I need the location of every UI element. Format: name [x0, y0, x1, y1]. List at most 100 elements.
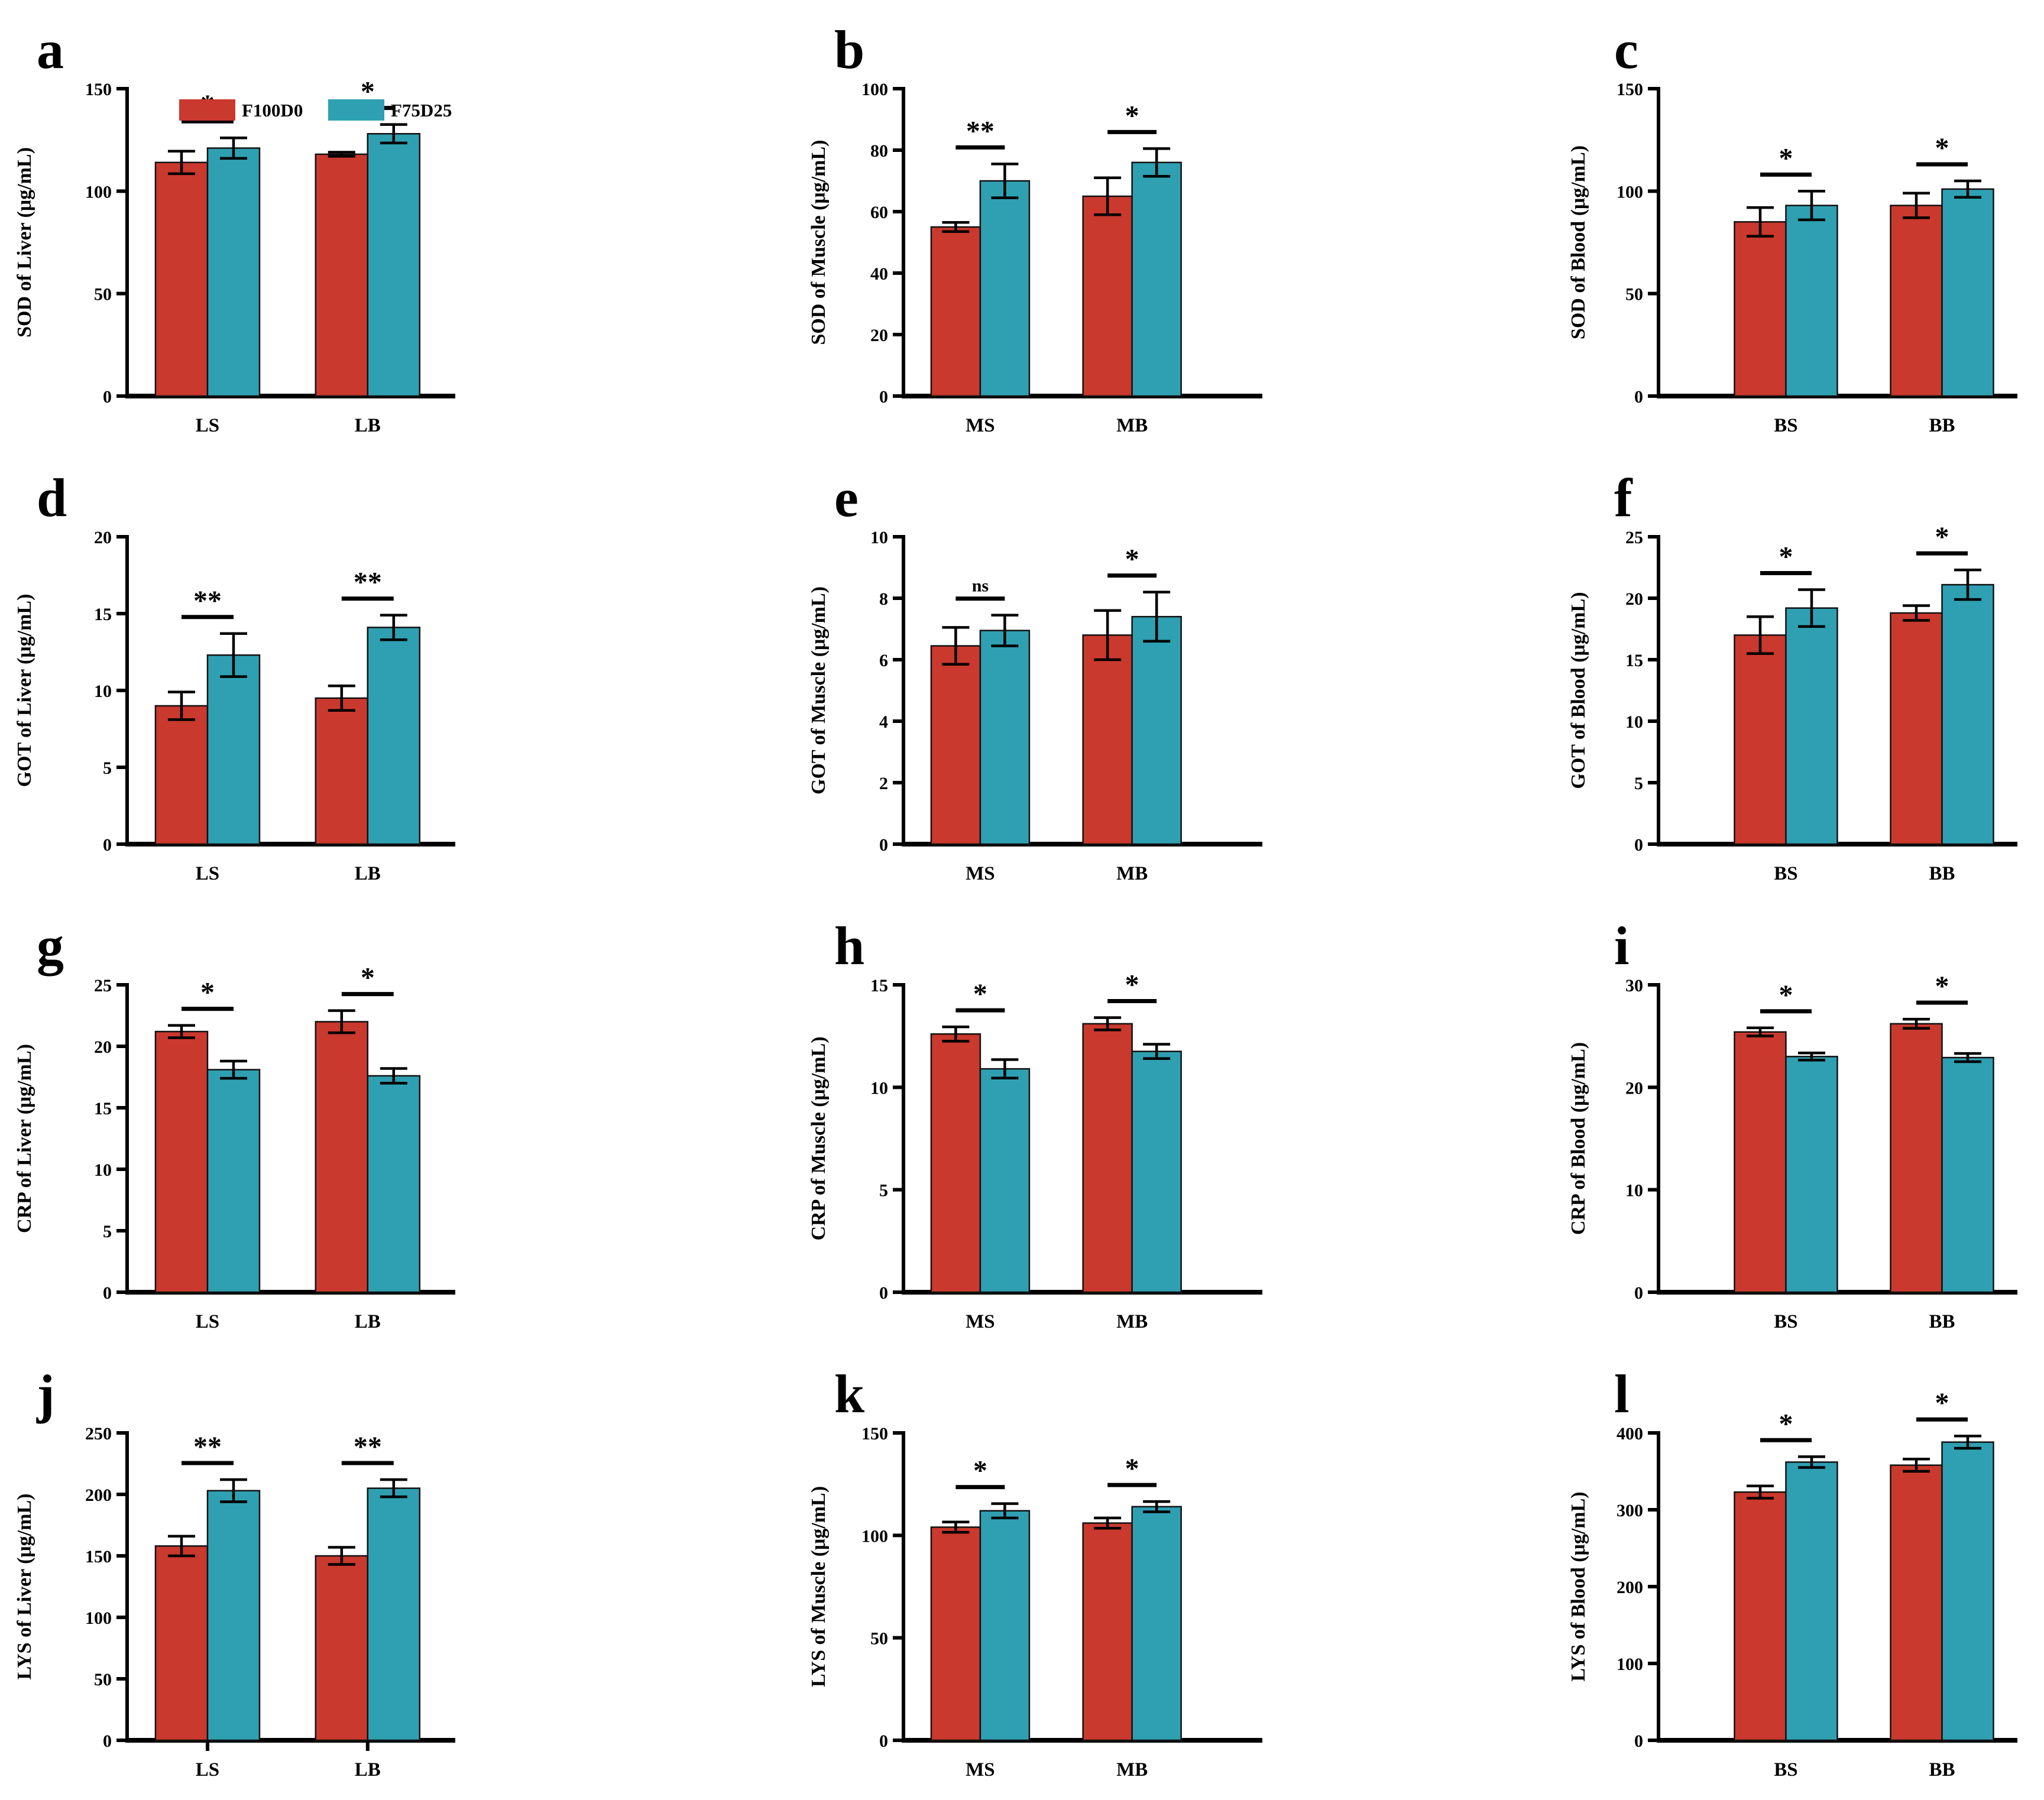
significance-marker-BS: * — [1760, 1408, 1812, 1442]
significance-marker-MB: * — [1107, 1453, 1157, 1487]
y-tick-label: 50 — [94, 1670, 112, 1689]
bar-F100D0-BS — [1734, 634, 1787, 845]
bar-F75D25-MS — [979, 1068, 1031, 1293]
category-label: MB — [1116, 415, 1148, 436]
y-tick-label: 6 — [879, 651, 888, 670]
error-bar-F75D25-LS — [219, 136, 247, 160]
y-axis: 0 20 40 60 80 100 — [861, 80, 905, 407]
significance-marker-MB: * — [1107, 544, 1157, 578]
error-bar-F100D0-BS — [1746, 206, 1774, 238]
y-tick-label: 20 — [870, 326, 888, 345]
error-bar-F75D25-BS — [1797, 1455, 1825, 1469]
error-bar-F75D25-MB — [1143, 1043, 1171, 1060]
significance-label: ** — [354, 567, 382, 598]
y-tick-label: 150 — [1617, 80, 1643, 99]
y-tick-label: 20 — [1625, 1078, 1643, 1098]
category-label: MB — [1116, 1311, 1148, 1332]
y-tick-label: 15 — [870, 976, 888, 995]
y-axis-label: LYS of Muscle (μg/mL) — [808, 1486, 830, 1687]
bar-F75D25-MB — [1131, 615, 1182, 845]
error-bar-F100D0-BB — [1903, 604, 1930, 622]
y-tick-label: 5 — [1634, 774, 1643, 793]
y-tick-label: 0 — [103, 1283, 112, 1303]
y-tick-label: 0 — [103, 1731, 112, 1751]
bar-F75D25-LS — [206, 654, 261, 845]
y-tick-label: 4 — [879, 712, 888, 732]
significance-label: * — [1125, 100, 1139, 131]
y-tick-label: 60 — [870, 203, 888, 222]
significance-label: * — [361, 962, 375, 994]
panel-j-chart: j 0 50 100 150 200 250 LYS of Liver (μg/mL) ** LS… — [14, 1364, 455, 1780]
y-tick-label: 200 — [1617, 1578, 1643, 1597]
significance-marker-BS: * — [1760, 142, 1812, 177]
error-bar-F100D0-LB — [328, 684, 355, 712]
y-axis: 0 5 10 15 20 25 — [1625, 528, 1660, 855]
bar-F100D0-MS — [930, 226, 981, 397]
y-axis: 0 2 4 6 8 10 — [870, 528, 905, 855]
y-tick-label: 0 — [103, 835, 112, 855]
panel-label: b — [834, 20, 864, 80]
bar-F100D0-BB — [1890, 612, 1943, 845]
y-tick-label: 300 — [1617, 1501, 1643, 1520]
y-tick-label: 150 — [861, 1424, 888, 1444]
y-tick-label: 0 — [879, 835, 888, 855]
panel-h-chart: h 0 5 10 15 CRP of Muscle (μg/mL) * MS * MB — [808, 916, 1262, 1332]
category-label: BB — [1929, 1759, 1955, 1780]
y-tick-label: 15 — [94, 605, 112, 624]
error-bar-F75D25-BB — [1954, 1434, 1982, 1450]
error-bar-F75D25-MS — [991, 1058, 1019, 1079]
y-tick-label: 50 — [1625, 285, 1643, 304]
error-bar-F100D0-LB — [328, 151, 355, 158]
significance-label: * — [1935, 521, 1949, 553]
error-bar-F100D0-MS — [942, 626, 970, 666]
category-label: LS — [196, 415, 219, 436]
error-bar-F100D0-LB — [328, 1546, 355, 1566]
y-tick-label: 10 — [870, 528, 888, 547]
y-tick-label: 80 — [870, 141, 888, 161]
bar-F100D0-LB — [315, 153, 369, 397]
y-tick-label: 100 — [1617, 1655, 1643, 1674]
y-tick-label: 150 — [85, 80, 112, 99]
panel-c-chart: c 0 50 100 150 SOD of Blood (μg/mL) * BS * BB — [1567, 20, 2017, 436]
bar-F100D0-BS — [1734, 1031, 1787, 1293]
significance-label: * — [1935, 1387, 1949, 1419]
error-bar-F100D0-LS — [167, 1535, 195, 1558]
bar-F75D25-BS — [1785, 1056, 1838, 1293]
bar-F100D0-MB — [1082, 195, 1133, 397]
error-bar-F75D25-MS — [991, 1502, 1019, 1520]
significance-label: ** — [354, 1431, 382, 1462]
significance-label: ns — [972, 576, 989, 596]
bar-F100D0-MS — [930, 1526, 981, 1741]
significance-label: * — [973, 978, 987, 1010]
significance-marker-BB: * — [1916, 132, 1968, 167]
y-axis: 0 50 100 150 200 250 — [85, 1424, 129, 1751]
significance-label: * — [1125, 544, 1139, 575]
significance-label: ** — [193, 585, 222, 617]
significance-marker-BS: * — [1760, 541, 1812, 575]
significance-marker-LS: ** — [181, 585, 234, 620]
significance-marker-LB: ** — [341, 1431, 394, 1465]
bar-F100D0-LS — [154, 1030, 209, 1293]
significance-marker-MB: * — [1107, 100, 1157, 134]
error-bar-F75D25-BS — [1797, 1052, 1825, 1062]
panel-label: i — [1614, 916, 1630, 976]
y-axis-label: CRP of Blood (μg/mL) — [1567, 1042, 1589, 1235]
y-tick-label: 2 — [879, 774, 888, 793]
bar-F100D0-BB — [1890, 1464, 1943, 1741]
significance-marker-BB: * — [1916, 971, 1968, 1005]
y-tick-label: 0 — [1634, 835, 1643, 855]
y-tick-label: 10 — [1625, 1181, 1643, 1201]
error-bar-F100D0-MB — [1094, 1516, 1122, 1530]
significance-marker-LB: * — [341, 962, 394, 997]
bar-F75D25-BB — [1941, 188, 1994, 397]
panel-d-chart: d 0 5 10 15 20 GOT of Liver (μg/mL) ** LS ** LB — [14, 468, 455, 884]
panel-f-chart: f 0 5 10 15 20 25 GOT of Blood (μg/mL) * BS * BB — [1567, 468, 2017, 884]
y-tick-label: 10 — [1625, 712, 1643, 732]
y-tick-label: 5 — [103, 1222, 112, 1241]
bar-F100D0-MB — [1082, 1023, 1133, 1293]
y-tick-label: 15 — [94, 1099, 112, 1118]
error-bar-F100D0-BS — [1746, 1484, 1774, 1500]
y-axis: 0 50 100 150 — [85, 80, 129, 407]
bar-F100D0-LS — [154, 161, 209, 397]
error-bar-F75D25-MS — [991, 163, 1019, 199]
